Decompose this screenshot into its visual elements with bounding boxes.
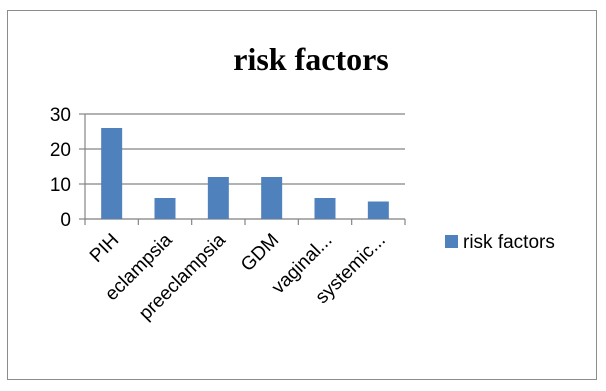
y-tick-label: 20	[50, 140, 71, 161]
chart-title: risk factors	[233, 41, 389, 77]
gridlines	[79, 113, 406, 225]
y-tick-label: 30	[50, 105, 71, 126]
bars	[101, 128, 389, 219]
legend-swatch	[445, 235, 458, 248]
bar	[101, 128, 123, 219]
y-tick-label: 0	[60, 210, 71, 231]
bar	[154, 198, 176, 219]
bar	[367, 201, 389, 219]
y-tick-label: 10	[50, 175, 71, 196]
x-tick-label: PIH	[86, 230, 123, 267]
bar	[314, 198, 336, 219]
bar	[261, 177, 283, 219]
legend: risk factors	[445, 232, 555, 253]
x-tick-label: GDM	[237, 230, 283, 276]
legend-label: risk factors	[463, 232, 555, 253]
bar	[207, 177, 229, 219]
y-axis-ticks: 0 10 20 30	[50, 105, 71, 231]
